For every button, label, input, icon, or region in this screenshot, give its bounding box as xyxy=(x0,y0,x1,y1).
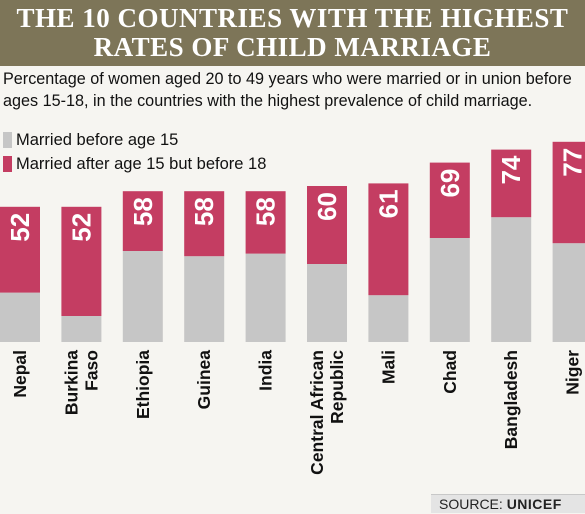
bar-before-15-mali xyxy=(368,295,409,342)
bar-15-to-18-niger xyxy=(552,141,585,244)
bar-15-to-18-chad xyxy=(429,162,470,238)
bar-15-to-18-nepal xyxy=(0,206,40,293)
category-label-niger: Niger xyxy=(563,350,583,395)
bar-before-15-guinea xyxy=(184,256,225,342)
category-label-india: India xyxy=(256,350,276,391)
total-label-ethiopia: 58 xyxy=(128,197,158,226)
category-label-mali: Mali xyxy=(378,350,398,384)
bar-before-15-india xyxy=(245,253,286,342)
bar-before-15-niger xyxy=(552,243,585,342)
bar-before-15-nepal xyxy=(0,292,40,342)
bar-before-15-bangladesh xyxy=(491,217,532,342)
legend-swatch-15-to-18 xyxy=(3,156,12,172)
legend-label-15-to-18: Married after age 15 but before 18 xyxy=(16,154,267,173)
bar-15-to-18-burkina-faso xyxy=(61,206,102,316)
category-label-bangladesh: Bangladesh xyxy=(501,350,521,449)
total-label-bangladesh: 74 xyxy=(496,155,526,184)
category-label-chad: Chad xyxy=(440,350,460,394)
chart-subtitle: Percentage of women aged 20 to 49 years … xyxy=(3,70,572,110)
chart-title-line-1: THE 10 COUNTRIES WITH THE HIGHEST xyxy=(16,3,569,33)
bar-15-to-18-mali xyxy=(368,183,409,296)
source-prefix: SOURCE: xyxy=(439,496,503,512)
total-label-guinea: 58 xyxy=(189,197,219,226)
bar-15-to-18-india xyxy=(245,191,286,254)
total-label-niger: 77 xyxy=(558,148,585,177)
bar-before-15-ethiopia xyxy=(122,251,163,342)
category-label-burkina-faso: BurkinaFaso xyxy=(61,350,101,415)
total-label-burkina-faso: 52 xyxy=(66,213,96,242)
bar-15-to-18-guinea xyxy=(184,191,225,257)
source-credit: SOURCE: UNICEF xyxy=(431,494,585,513)
bar-15-to-18-ethiopia xyxy=(122,191,163,251)
category-label-central-african-republic: Central AfricanRepublic xyxy=(307,350,347,475)
source-name: UNICEF xyxy=(506,496,562,512)
title-bar: THE 10 COUNTRIES WITH THE HIGHEST RATES … xyxy=(0,0,585,66)
total-label-central-african-republic: 60 xyxy=(312,192,342,221)
bar-before-15-central-african-republic xyxy=(307,264,347,342)
legend-item-before-15: Married before age 15 xyxy=(3,128,266,152)
total-label-mali: 61 xyxy=(373,189,403,218)
bar-before-15-burkina-faso xyxy=(61,316,102,342)
legend-item-15-to-18: Married after age 15 but before 18 xyxy=(3,152,266,176)
total-label-chad: 69 xyxy=(435,169,465,198)
bar-15-to-18-central-african-republic xyxy=(307,186,347,264)
category-label-guinea: Guinea xyxy=(194,350,214,410)
bar-before-15-chad xyxy=(429,238,470,342)
chart-title-line-2: RATES OF CHILD MARRIAGE xyxy=(93,32,492,62)
category-label-nepal: Nepal xyxy=(10,350,30,398)
total-label-nepal: 52 xyxy=(5,213,35,242)
legend: Married before age 15 Married after age … xyxy=(3,128,266,176)
bar-15-to-18-bangladesh xyxy=(491,149,532,218)
legend-swatch-before-15 xyxy=(3,132,12,148)
legend-label-before-15: Married before age 15 xyxy=(16,130,179,149)
total-label-india: 58 xyxy=(251,197,281,226)
category-label-ethiopia: Ethiopia xyxy=(133,350,153,419)
